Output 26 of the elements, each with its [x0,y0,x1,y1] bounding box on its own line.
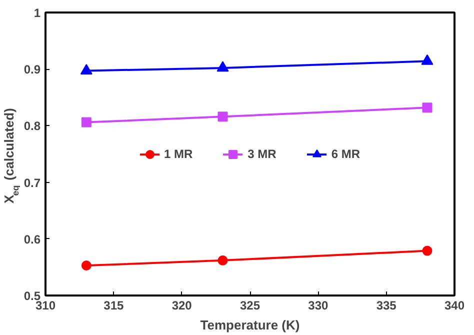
point [218,112,228,122]
point [422,246,432,256]
x-tick-label: 325 [240,298,260,312]
x-tick-label: 340 [444,298,465,312]
y-tick-label: 1 [34,6,41,20]
y-tick-label: 0.8 [24,119,41,134]
point [218,255,228,266]
legend-label: 1 MR [164,146,193,160]
point [80,64,92,74]
legend-label: 6 MR [331,146,360,160]
point [216,61,229,72]
y-tick-label: 0.6 [24,232,41,246]
y-axis-title: Xeq (calculated) [2,108,20,204]
x-tick-label: 310 [35,298,56,312]
x-tick-label: 335 [376,298,397,312]
x-tick-label: 315 [104,298,124,312]
x-tick-label: 330 [308,298,329,312]
y-tick-label: 0.7 [24,176,41,190]
x-axis-title: Temperature (K) [200,318,300,332]
point [81,260,92,270]
point [81,117,92,128]
point [421,54,434,65]
legend-label: 3 MR [248,146,276,160]
y-tick-label: 0.9 [24,62,41,77]
point [422,102,432,113]
x-tick-label: 320 [172,298,192,312]
